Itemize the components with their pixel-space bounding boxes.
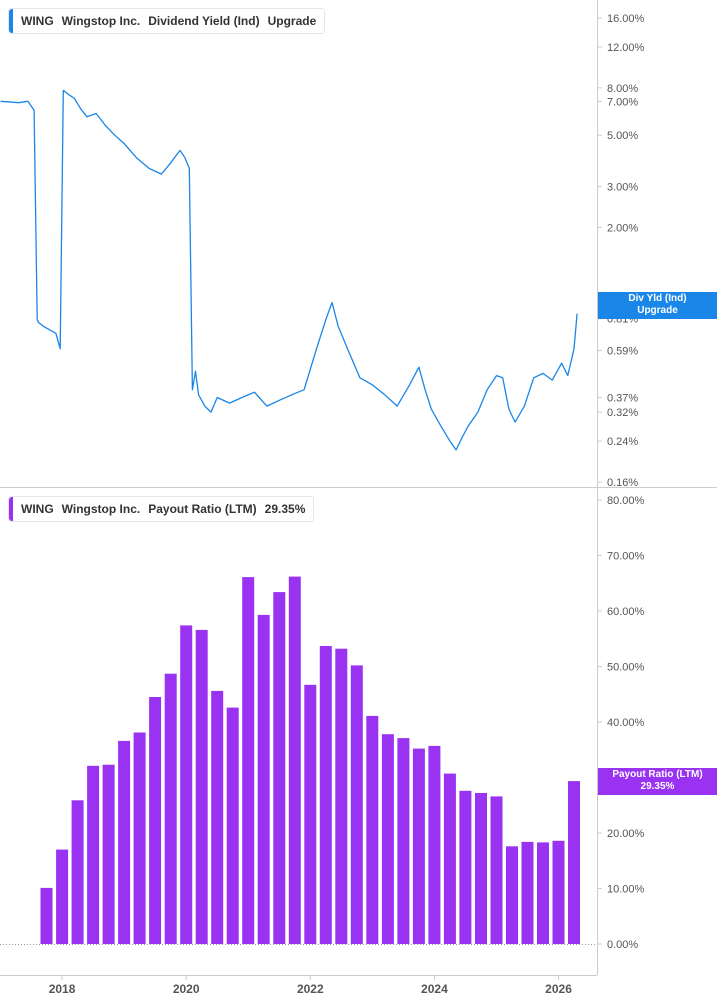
x-tick-label: 2024 [421, 982, 448, 996]
legend-company: Wingstop Inc. [61, 502, 141, 516]
payout-bar [242, 577, 255, 944]
payout-bar [537, 842, 549, 944]
payout-bar [459, 790, 472, 944]
dividend-yield-y-tick-label: 8.00% [607, 83, 638, 95]
dividend-yield-y-tick-label: 0.16% [607, 477, 638, 489]
x-axis-labels: 2018 2020 2022 2024 2026 [49, 975, 572, 996]
payout-bar [71, 800, 84, 944]
x-tick-label: 2018 [49, 982, 76, 996]
dividend-yield-value-flag[interactable]: Div Yld (Ind) Upgrade [598, 292, 717, 319]
payout-bar [226, 707, 239, 944]
payout-bar [397, 738, 410, 944]
payout-ratio-y-tick-label: 60.00% [607, 606, 645, 618]
x-tick-label: 2020 [173, 982, 200, 996]
dividend-yield-y-tick-label: 7.00% [607, 96, 638, 108]
payout-bar [304, 684, 317, 944]
payout-bar [366, 715, 379, 944]
payout-ratio-y-tick-label: 20.00% [607, 828, 645, 840]
dividend-yield-y-tick-label: 0.59% [607, 346, 638, 358]
payout-bar [211, 690, 224, 944]
payout-bar [475, 793, 487, 944]
dividend-yield-y-tick-label: 0.32% [607, 407, 638, 419]
chart-frame [0, 0, 717, 976]
payout-ratio-y-tick-label: 50.00% [607, 662, 645, 674]
dividend-yield-y-tick-label: 3.00% [607, 182, 638, 194]
dividend-yield-swatch [9, 9, 13, 33]
y-axis-labels: 16.00%12.00%8.00%7.00%5.00%3.00%2.00%0.8… [597, 13, 645, 951]
payout-ratio-y-tick-label: 10.00% [607, 884, 645, 896]
flag-value: Upgrade [637, 305, 678, 316]
flag-label: Div Yld (Ind) [628, 293, 687, 304]
flag-label: Payout Ratio (LTM) [612, 769, 703, 780]
payout-bar [195, 629, 208, 944]
payout-bar [133, 732, 146, 944]
payout-bar [257, 614, 270, 944]
payout-ratio-value-flag: Payout Ratio (LTM) 29.35% [598, 768, 717, 795]
legend-ticker: WING [21, 502, 54, 516]
legend-value: 29.35% [264, 502, 306, 516]
payout-bar [490, 796, 503, 944]
legend-company: Wingstop Inc. [61, 14, 141, 28]
flag-value: 29.35% [640, 781, 675, 792]
payout-ratio-y-tick-label: 70.00% [607, 551, 645, 563]
payout-bar [335, 648, 348, 944]
payout-bar [56, 849, 69, 944]
payout-bar [87, 765, 100, 944]
dividend-yield-plot [0, 89, 578, 451]
payout-bar [164, 673, 177, 944]
payout-bar [40, 887, 53, 944]
payout-bar [521, 841, 534, 944]
x-tick-label: 2022 [297, 982, 324, 996]
dividend-yield-y-tick-label: 16.00% [607, 13, 645, 25]
payout-bar [319, 646, 332, 944]
dividend-yield-y-tick-label: 5.00% [607, 130, 638, 142]
payout-ratio-y-tick-label: 80.00% [607, 495, 645, 507]
payout-ratio-swatch [9, 497, 13, 521]
x-tick-label: 2026 [545, 982, 572, 996]
payout-bar [443, 773, 456, 944]
payout-bar [568, 781, 580, 944]
payout-bar [381, 734, 394, 944]
legend-metric: Dividend Yield (Ind) [148, 14, 260, 28]
payout-bar [428, 745, 441, 944]
dividend-yield-legend[interactable]: WING Wingstop Inc. Dividend Yield (Ind) … [8, 8, 326, 34]
payout-bar [102, 764, 115, 944]
payout-bar [180, 625, 193, 944]
payout-ratio-y-tick-label: 0.00% [607, 939, 638, 951]
dividend-yield-y-tick-label: 12.00% [607, 42, 645, 54]
dividend-yield-y-tick-label: 0.37% [607, 393, 638, 405]
payout-bar [273, 592, 286, 944]
payout-ratio-legend[interactable]: WING Wingstop Inc. Payout Ratio (LTM) 29… [8, 496, 315, 522]
legend-value[interactable]: Upgrade [267, 14, 317, 28]
legend-ticker: WING [21, 14, 54, 28]
payout-bar [149, 697, 162, 944]
legend-metric: Payout Ratio (LTM) [148, 502, 257, 516]
payout-bar [288, 576, 301, 944]
payout-bar [506, 846, 518, 944]
dividend-yield-line [0, 89, 578, 451]
payout-bar [412, 748, 425, 944]
payout-bar [118, 740, 131, 944]
payout-bar [350, 665, 363, 944]
payout-ratio-y-tick-label: 40.00% [607, 717, 645, 729]
dividend-yield-y-tick-label: 2.00% [607, 223, 638, 235]
payout-ratio-plot [40, 576, 580, 944]
payout-bar [552, 840, 565, 944]
dividend-yield-y-tick-label: 0.24% [607, 436, 638, 448]
